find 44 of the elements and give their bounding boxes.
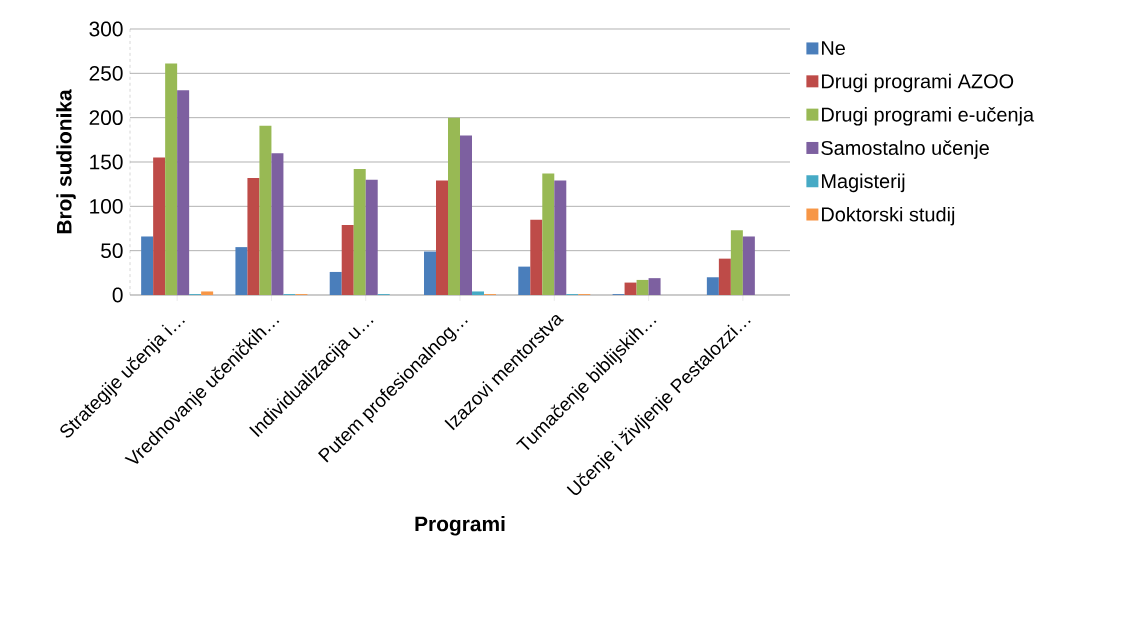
bar: [424, 251, 436, 295]
legend-label: Drugi programi e-učenja: [822, 106, 1035, 126]
y-tick-label: 0: [112, 287, 123, 303]
bar: [436, 180, 448, 295]
bar: [235, 247, 248, 295]
x-axis-title: Programi: [415, 515, 505, 536]
bar: [341, 224, 354, 295]
y-tick-label: 50: [101, 243, 123, 259]
bar: [554, 180, 567, 295]
bar: [518, 266, 531, 295]
bar: [271, 153, 284, 295]
bar: [624, 282, 637, 295]
y-tick-label: 300: [89, 21, 123, 37]
bar: [329, 271, 342, 295]
bar: [530, 219, 543, 295]
legend-label: Doktorski studij: [822, 206, 955, 226]
bar: [259, 125, 272, 295]
legend-label: Samostalno učenje: [821, 140, 989, 159]
bar: [648, 278, 661, 295]
y-axis-title: Broj sudionika: [56, 89, 76, 234]
bar: [460, 135, 472, 295]
bar: [730, 230, 743, 295]
y-tick-label: 250: [89, 65, 123, 81]
legend-label: Magisterij: [822, 173, 905, 193]
bar: [247, 177, 260, 295]
bar: [165, 63, 178, 295]
y-tick-label: 150: [90, 154, 123, 170]
bar: [742, 236, 755, 295]
y-tick-label: 100: [90, 198, 123, 214]
legend-label: Ne: [822, 41, 845, 56]
bar: [718, 258, 731, 295]
bar: [177, 90, 190, 295]
bar: [141, 236, 154, 295]
bar: [636, 279, 649, 295]
bar: [353, 169, 366, 295]
bar: [448, 117, 460, 295]
bar: [201, 291, 214, 295]
bar: [365, 179, 378, 295]
y-tick-label: 200: [89, 110, 123, 126]
bar: [472, 291, 484, 295]
legend-label: Drugi programi AZOO: [822, 73, 1014, 93]
bar: [706, 277, 719, 295]
bar: [153, 157, 166, 295]
bar: [542, 173, 555, 295]
